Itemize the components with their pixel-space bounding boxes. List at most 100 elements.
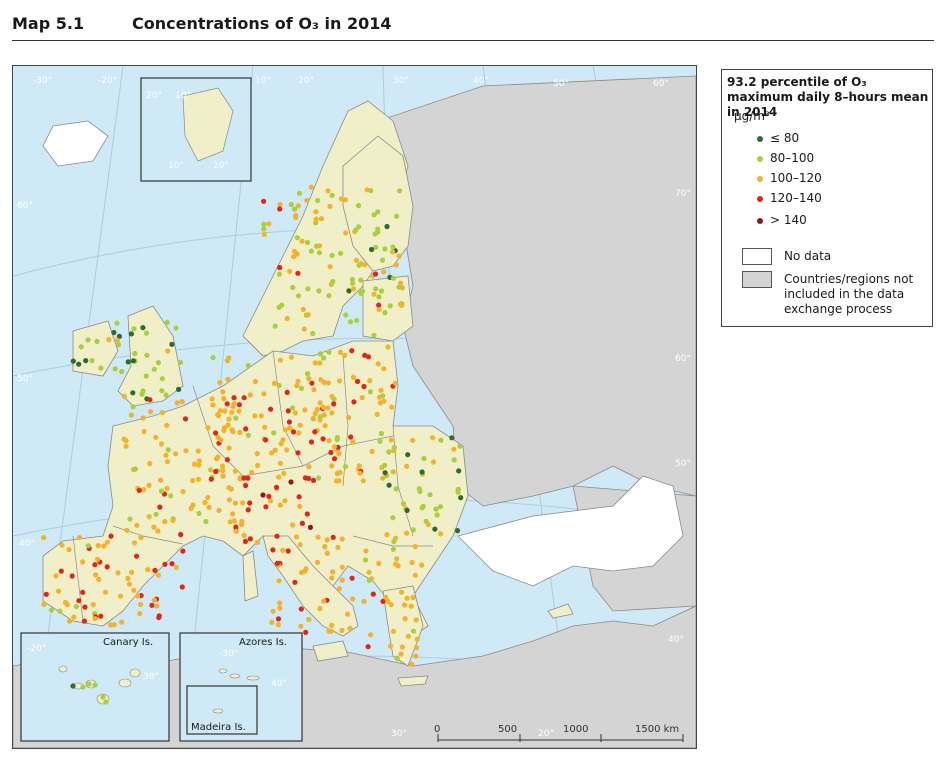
station-point bbox=[164, 422, 170, 428]
station-point bbox=[366, 577, 372, 583]
station-point bbox=[400, 501, 407, 507]
station-point bbox=[390, 469, 396, 475]
station-point bbox=[389, 249, 396, 255]
station-point bbox=[83, 358, 89, 364]
station-point bbox=[129, 569, 135, 575]
station-point bbox=[270, 547, 276, 553]
station-point bbox=[328, 628, 334, 634]
station-point bbox=[350, 374, 356, 380]
station-point bbox=[103, 589, 109, 595]
station-point bbox=[313, 216, 319, 222]
station-point bbox=[252, 413, 258, 419]
station-point bbox=[385, 344, 391, 350]
station-point bbox=[104, 564, 110, 570]
station-point bbox=[275, 616, 282, 622]
station-point bbox=[215, 454, 221, 460]
station-point bbox=[196, 510, 202, 517]
station-point bbox=[419, 505, 425, 511]
station-point bbox=[226, 416, 232, 422]
map-frame[interactable]: 20° 10° 10° 20° -30° -20° 60° 50° 40° 10… bbox=[12, 65, 697, 749]
station-point bbox=[76, 598, 82, 604]
station-point bbox=[416, 486, 422, 492]
station-point bbox=[327, 264, 333, 270]
station-point bbox=[331, 444, 338, 450]
station-point bbox=[396, 284, 402, 290]
station-point bbox=[226, 485, 232, 491]
station-point bbox=[385, 598, 391, 604]
station-point bbox=[226, 497, 232, 503]
station-point bbox=[296, 494, 302, 500]
station-point bbox=[361, 598, 367, 605]
svg-text:30°: 30° bbox=[143, 672, 159, 682]
station-point bbox=[271, 380, 277, 386]
canary-label: Canary Is. bbox=[103, 637, 153, 648]
station-point bbox=[316, 288, 322, 294]
station-point bbox=[342, 197, 349, 203]
station-point bbox=[125, 575, 131, 582]
station-point bbox=[363, 548, 369, 554]
station-point bbox=[394, 556, 400, 562]
station-point bbox=[275, 622, 281, 628]
station-point bbox=[205, 425, 211, 431]
station-point bbox=[413, 653, 419, 659]
svg-text:40°: 40° bbox=[668, 635, 684, 645]
station-point bbox=[132, 350, 138, 357]
station-point bbox=[208, 476, 214, 482]
station-point bbox=[269, 450, 275, 456]
station-point bbox=[134, 553, 140, 559]
station-point bbox=[41, 535, 47, 541]
station-point bbox=[284, 389, 290, 395]
station-point bbox=[326, 438, 332, 444]
svg-text:-30°: -30° bbox=[219, 649, 238, 659]
legend-dot-icon bbox=[757, 196, 763, 202]
station-point bbox=[277, 264, 283, 271]
station-point bbox=[362, 557, 369, 563]
station-point bbox=[147, 461, 153, 467]
station-point bbox=[127, 516, 133, 522]
station-point bbox=[382, 470, 388, 476]
station-point bbox=[290, 284, 296, 291]
station-point bbox=[398, 651, 404, 657]
station-point bbox=[243, 482, 249, 489]
station-point bbox=[279, 302, 285, 308]
station-point bbox=[225, 422, 231, 428]
station-point bbox=[329, 252, 335, 259]
station-point bbox=[397, 301, 403, 307]
station-point bbox=[236, 408, 242, 414]
station-point bbox=[222, 408, 228, 414]
station-point bbox=[288, 479, 294, 485]
station-point bbox=[285, 408, 291, 414]
station-point bbox=[329, 192, 335, 198]
svg-text:50°: 50° bbox=[17, 374, 33, 384]
station-point bbox=[243, 426, 249, 432]
station-points bbox=[41, 184, 464, 668]
station-point bbox=[249, 469, 255, 475]
station-point bbox=[121, 393, 127, 399]
station-point bbox=[224, 457, 230, 463]
station-point bbox=[57, 608, 63, 614]
station-point bbox=[396, 253, 402, 259]
station-point bbox=[95, 543, 101, 549]
station-point bbox=[182, 416, 189, 422]
station-point bbox=[153, 511, 159, 517]
station-point bbox=[381, 366, 387, 372]
station-point bbox=[290, 405, 296, 411]
station-point bbox=[174, 400, 180, 406]
station-point bbox=[81, 618, 87, 624]
station-point bbox=[389, 404, 395, 410]
station-point bbox=[313, 209, 319, 215]
station-point bbox=[233, 524, 239, 530]
station-point bbox=[267, 498, 274, 504]
station-point bbox=[288, 201, 294, 208]
station-point bbox=[427, 492, 433, 498]
station-point bbox=[298, 569, 305, 576]
station-point bbox=[408, 603, 414, 609]
station-point bbox=[260, 492, 266, 498]
station-point bbox=[317, 360, 323, 366]
station-point bbox=[388, 437, 394, 443]
station-point bbox=[286, 419, 292, 425]
station-point bbox=[232, 500, 238, 506]
station-point bbox=[245, 507, 251, 513]
station-point bbox=[304, 511, 310, 517]
station-point bbox=[371, 212, 377, 218]
